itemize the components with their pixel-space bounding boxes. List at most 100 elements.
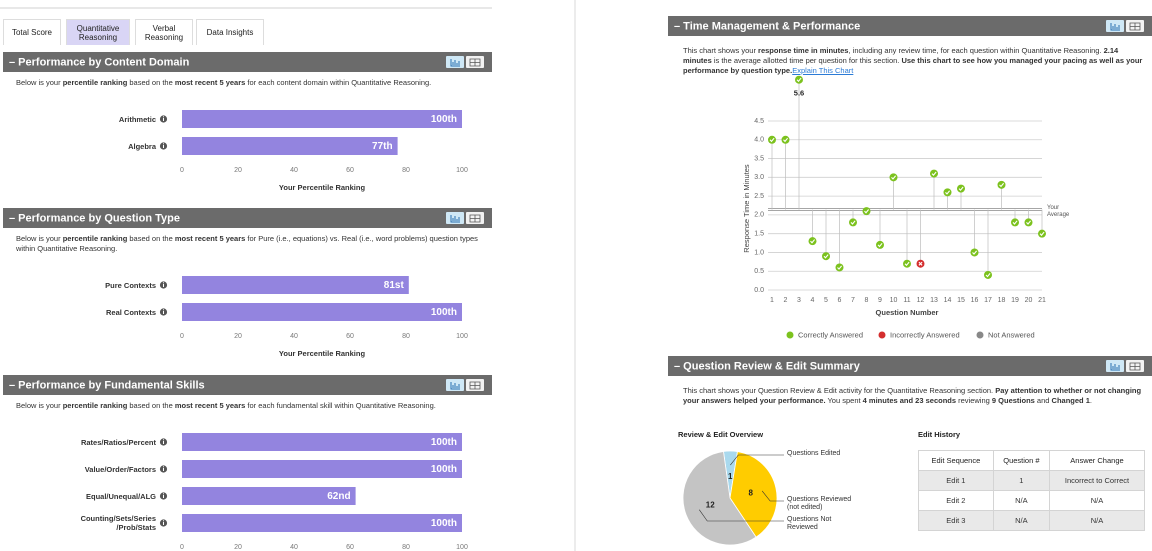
- description-emphasis: 9 Questions: [991, 396, 1035, 405]
- info-icon-bar: [163, 284, 164, 287]
- section-title: – Question Review & Edit Summary: [674, 360, 861, 372]
- data-point: [822, 252, 830, 261]
- table-cell: Edit 2: [918, 490, 994, 511]
- table-view-button[interactable]: [466, 212, 484, 224]
- table-cell: N/A: [992, 510, 1050, 531]
- x-tick-label: 80: [402, 167, 410, 174]
- description-emphasis: response time in minutes: [758, 46, 849, 55]
- point-glyph: [918, 261, 923, 266]
- bar-value-label: 100th: [431, 518, 457, 529]
- y-tick-label: 2.0: [754, 212, 764, 219]
- bar-value-label: 100th: [431, 114, 457, 125]
- chart-view-button[interactable]: [1106, 20, 1124, 32]
- x-tick-label: 100: [456, 167, 468, 174]
- table-view-button[interactable]: [466, 379, 484, 391]
- description-emphasis: most recent 5 years: [174, 234, 246, 243]
- data-point: [930, 169, 938, 178]
- y-axis-label: Response Time in Minutes: [742, 164, 751, 253]
- x-tick-label: 80: [402, 544, 410, 551]
- x-tick-label: 12: [917, 297, 925, 304]
- bar: [182, 110, 462, 128]
- description-text: reviewing: [956, 396, 992, 405]
- description-emphasis: 4 minutes and 23 seconds: [862, 396, 957, 405]
- chart-icon: [450, 59, 460, 67]
- legend-label: Correctly Answered: [798, 330, 863, 339]
- x-tick-label: 4: [811, 297, 815, 304]
- point-glyph: [1026, 220, 1032, 225]
- column-header: Answer Change: [1048, 450, 1146, 471]
- x-tick-label: 0: [180, 544, 184, 551]
- chart-icon: [450, 382, 460, 390]
- bar: [182, 303, 462, 321]
- section-title: – Performance by Fundamental Skills: [9, 379, 205, 391]
- data-point: [876, 240, 884, 249]
- info-icon-bar: [163, 118, 164, 121]
- bar: [182, 433, 462, 451]
- tab[interactable]: Data Insights: [196, 19, 264, 45]
- section-header: [3, 208, 492, 228]
- x-tick-label: 40: [290, 167, 298, 174]
- table-view-button[interactable]: [1126, 360, 1144, 372]
- data-point: [957, 184, 965, 193]
- bar: [182, 137, 398, 155]
- description-emphasis: most recent 5 years: [174, 401, 246, 410]
- x-tick-label: 20: [234, 167, 242, 174]
- description-text: Below is your: [16, 234, 63, 243]
- description-text: Below is your: [16, 401, 63, 410]
- tab[interactable]: Verbal Reasoning: [135, 19, 193, 45]
- x-tick-label: 15: [957, 297, 965, 304]
- description: Below is your percentile ranking based o…: [16, 78, 486, 88]
- category-label: Algebra: [128, 141, 156, 151]
- x-tick-label: 2: [784, 297, 788, 304]
- explain-link[interactable]: Explain This Chart: [792, 66, 854, 75]
- chart-view-button[interactable]: [446, 379, 464, 391]
- tab[interactable]: Quantitative Reasoning: [66, 19, 130, 45]
- description-text: is the average allotted time per questio…: [711, 56, 902, 65]
- x-tick-label: 1: [770, 297, 774, 304]
- slice-value-label: 12: [706, 501, 715, 510]
- info-icon-dot: [163, 116, 164, 118]
- tab[interactable]: Total Score: [3, 19, 61, 45]
- y-tick-label: 4.5: [754, 118, 764, 125]
- table-cell: N/A: [1048, 490, 1146, 511]
- data-point: [889, 173, 898, 182]
- description-emphasis: Use this chart to see how you managed yo…: [683, 56, 1143, 75]
- table-view-button[interactable]: [1126, 20, 1144, 32]
- chart-view-button[interactable]: [446, 56, 464, 68]
- description-emphasis: percentile ranking: [62, 234, 128, 243]
- table-view-button[interactable]: [466, 56, 484, 68]
- y-tick-label: 2.5: [754, 193, 764, 200]
- x-tick-label: 3: [797, 297, 801, 304]
- x-tick-label: 7: [851, 297, 855, 304]
- average-label: Your Average: [1047, 204, 1070, 218]
- data-point: [835, 263, 844, 272]
- x-axis-label: Your Percentile Ranking: [279, 183, 366, 192]
- point-glyph: [769, 137, 775, 143]
- header-row: Edit Sequence Question # Answer Change: [918, 450, 1146, 471]
- legend-label: Incorrectly Answered: [890, 330, 960, 339]
- edit-history-table: Edit Sequence Question # Answer Change Edit…: [918, 450, 1146, 531]
- x-tick-label: 18: [998, 297, 1006, 304]
- table-cell: 1: [992, 470, 1050, 491]
- x-tick-label: 9: [878, 297, 882, 304]
- category-label: Arithmetic: [118, 114, 156, 124]
- pie-slice: [729, 451, 778, 538]
- chart-view-button[interactable]: [1106, 360, 1124, 372]
- table-icon: [1129, 362, 1141, 371]
- y-tick-label: 0.0: [754, 287, 764, 294]
- column-header: Question #: [992, 450, 1050, 471]
- category-label: Value/Order/Factors: [84, 464, 156, 474]
- legend-swatch: [976, 331, 984, 339]
- x-tick-label: 60: [346, 167, 354, 174]
- pie-title: Review & Edit Overview: [678, 430, 763, 439]
- y-tick-label: 1.0: [754, 249, 764, 256]
- x-axis-label: Question Number: [876, 308, 939, 317]
- section-title: – Performance by Content Domain: [9, 56, 190, 68]
- chart-view-button[interactable]: [446, 212, 464, 224]
- description-text: based on the: [127, 234, 175, 243]
- point-glyph: [796, 77, 802, 83]
- table-row: Edit 3 N/A N/A: [918, 510, 1146, 531]
- x-tick-label: 19: [1011, 297, 1019, 304]
- legend-swatch: [878, 331, 886, 339]
